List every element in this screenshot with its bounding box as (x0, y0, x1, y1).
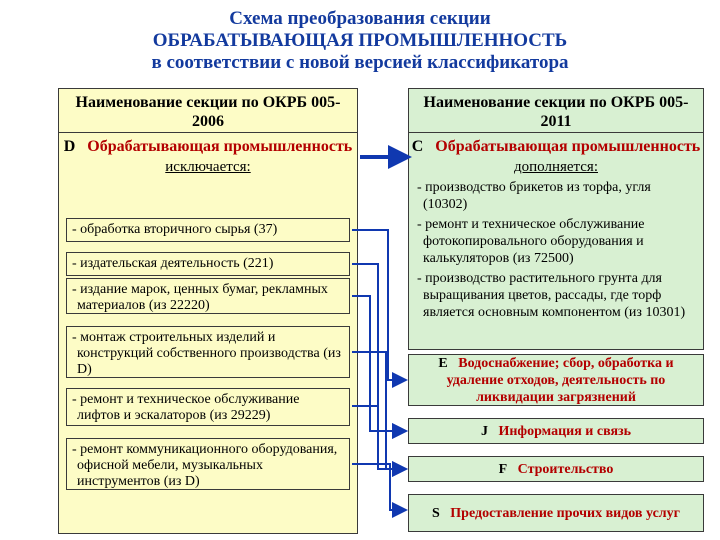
right-sub-label: дополняется: (409, 159, 703, 176)
right-column: Наименование секции по ОКРБ 005-2011 C О… (408, 88, 704, 350)
section-code: F (499, 462, 508, 477)
left-sub-label: исключается: (59, 159, 357, 176)
diagram-title: Схема преобразования секции ОБРАБАТЫВАЮЩ… (0, 8, 720, 74)
section-code: E (438, 356, 447, 371)
left-item-0: - обработка вторичного сырья (37) (66, 218, 350, 242)
section-code: J (481, 424, 488, 439)
left-section-title: D Обрабатывающая промышленность (59, 133, 357, 157)
right-bullets: - производство брикетов из торфа, угля (… (409, 179, 703, 321)
left-item-4: - ремонт и техническое обслуживание лифт… (66, 388, 350, 426)
right-section-title: C Обрабатывающая промышленность (409, 133, 703, 157)
title-line2: ОБРАБАТЫВАЮЩАЯ ПРОМЫШЛЕННОСТЬ (153, 30, 567, 51)
right-header: Наименование секции по ОКРБ 005-2011 (409, 89, 703, 133)
left-body: D Обрабатывающая промышленность исключае… (59, 133, 357, 176)
section-code: S (432, 506, 440, 521)
section-name: Предоставление прочих видов услуг (440, 506, 680, 521)
right-section-S: S Предоставление прочих видов услуг (408, 494, 704, 532)
right-bullet-0: - производство брикетов из торфа, угля (… (409, 179, 703, 213)
right-section-J: J Информация и связь (408, 418, 704, 444)
right-bullet-1: - ремонт и техническое обслуживание фото… (409, 216, 703, 267)
left-section-code: D (64, 138, 76, 155)
right-bullet-2: - производство растительного грунта для … (409, 270, 703, 321)
left-section-name: Обрабатывающая промышленность (87, 138, 352, 155)
right-section-F: F Строительство (408, 456, 704, 482)
left-item-5: - ремонт коммуникационного оборудования,… (66, 438, 350, 490)
right-header-text: Наименование секции по ОКРБ 005-2011 (424, 94, 689, 130)
right-body: C Обрабатывающая промышленность дополняе… (409, 133, 703, 321)
left-header: Наименование секции по ОКРБ 005-2006 (59, 89, 357, 133)
section-name: Строительство (507, 462, 613, 477)
left-item-2: - издание марок, ценных бумаг, рекламных… (66, 278, 350, 314)
left-header-text: Наименование секции по ОКРБ 005-2006 (76, 94, 341, 130)
right-section-name: Обрабатывающая промышленность (435, 138, 700, 155)
right-section-code: C (412, 138, 424, 155)
left-item-1: - издательская деятельность (221) (66, 252, 350, 276)
section-name: Водоснабжение; сбор, обработка и удалени… (447, 356, 674, 405)
section-name: Информация и связь (488, 424, 631, 439)
title-line1: Схема преобразования секции (229, 8, 490, 29)
right-section-E: E Водоснабжение; сбор, обработка и удале… (408, 354, 704, 406)
title-line3: в соответствии с новой версией классифик… (151, 52, 568, 73)
left-item-3: - монтаж строительных изделий и конструк… (66, 326, 350, 378)
